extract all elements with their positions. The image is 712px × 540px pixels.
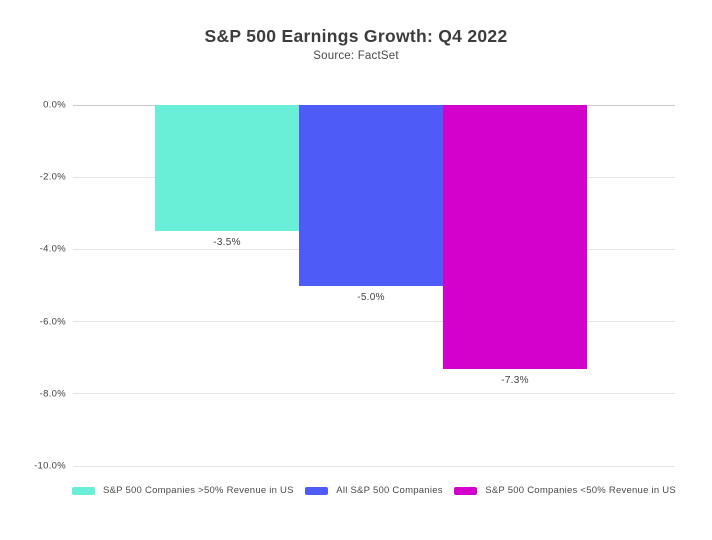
legend-swatch-icon xyxy=(305,486,329,495)
legend-label: S&P 500 Companies >50% Revenue in US xyxy=(103,485,294,496)
bar xyxy=(443,105,587,369)
gridline xyxy=(73,393,675,395)
bar xyxy=(155,105,299,232)
chart-subtitle: Source: FactSet xyxy=(313,49,399,62)
bar xyxy=(299,105,443,286)
legend: S&P 500 Companies >50% Revenue in US All … xyxy=(72,485,676,496)
legend-item: S&P 500 Companies <50% Revenue in US xyxy=(454,485,676,496)
y-axis-tick-label: -2.0% xyxy=(39,171,66,183)
y-axis-tick-label: 0.0% xyxy=(43,99,66,111)
gridline xyxy=(73,321,675,323)
legend-label: All S&P 500 Companies xyxy=(336,485,443,496)
legend-item: All S&P 500 Companies xyxy=(305,485,442,496)
y-axis-tick-label: -6.0% xyxy=(39,316,66,328)
y-axis-tick-label: -10.0% xyxy=(34,460,66,472)
y-axis-tick-label: -8.0% xyxy=(39,388,66,400)
bar-value-label: -7.3% xyxy=(501,374,529,386)
bar-value-label: -5.0% xyxy=(357,291,385,303)
chart-title: S&P 500 Earnings Growth: Q4 2022 xyxy=(204,26,508,46)
legend-label: S&P 500 Companies <50% Revenue in US xyxy=(485,485,676,496)
y-axis-tick-label: -4.0% xyxy=(39,243,66,255)
gridline xyxy=(73,465,675,467)
bar-value-label: -3.5% xyxy=(213,237,241,249)
legend-swatch-icon xyxy=(454,486,478,495)
chart-header: S&P 500 Earnings Growth: Q4 2022 Source:… xyxy=(0,26,712,64)
plot-area: 0.0% -2.0% -4.0% -6.0% -8.0% -10.0% -3.5% -5.0%… xyxy=(34,100,675,472)
legend-item: S&P 500 Companies >50% Revenue in US xyxy=(72,485,294,496)
legend-swatch-icon xyxy=(72,486,95,495)
